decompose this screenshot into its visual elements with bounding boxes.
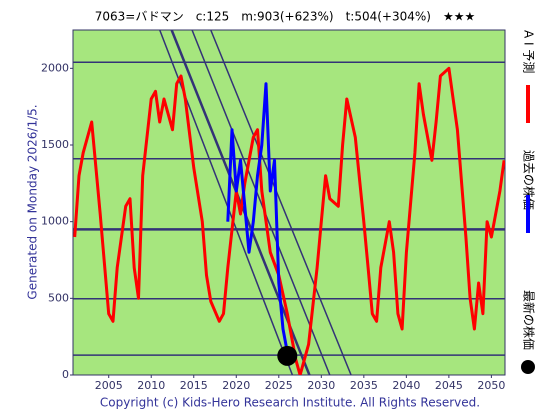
latest-price bbox=[277, 345, 298, 366]
y-tick-label: 2000 bbox=[41, 61, 69, 74]
x-tick-label: 2020 bbox=[222, 379, 250, 392]
y-tick-label: 500 bbox=[48, 291, 69, 304]
x-tick-label: 2050 bbox=[477, 379, 505, 392]
x-tick-label: 2040 bbox=[392, 379, 420, 392]
chart-title: 7063=バドマン c:125 m:903(+623%) t:504(+304%… bbox=[95, 10, 476, 24]
x-tick-label: 2025 bbox=[265, 379, 293, 392]
x-tick-label: 2035 bbox=[350, 379, 378, 392]
x-tick-label: 2030 bbox=[307, 379, 335, 392]
trend-line bbox=[191, 30, 331, 375]
series-line bbox=[226, 82, 289, 353]
x-tick-label: 2010 bbox=[137, 379, 165, 392]
plot-frame bbox=[72, 29, 506, 376]
trend-line bbox=[170, 30, 311, 375]
legend-swatch bbox=[521, 360, 535, 374]
legend-label: 過去の株価 bbox=[522, 150, 537, 210]
copyright: Copyright (c) Kids-Hero Research Institu… bbox=[100, 396, 480, 410]
x-tick-label: 2005 bbox=[95, 379, 123, 392]
generated-note: Generated on Monday 2026/1/5. bbox=[26, 104, 40, 299]
y-tick-label: 1500 bbox=[41, 138, 69, 151]
y-tick-label: 0 bbox=[62, 368, 69, 381]
trend-line bbox=[210, 30, 352, 375]
x-tick-label: 2015 bbox=[180, 379, 208, 392]
legend-label: A I 予測 bbox=[522, 30, 536, 73]
x-tick-label: 2045 bbox=[435, 379, 463, 392]
y-tick-label: 1000 bbox=[41, 215, 69, 228]
legend-label: 最新の株価 bbox=[522, 290, 537, 350]
